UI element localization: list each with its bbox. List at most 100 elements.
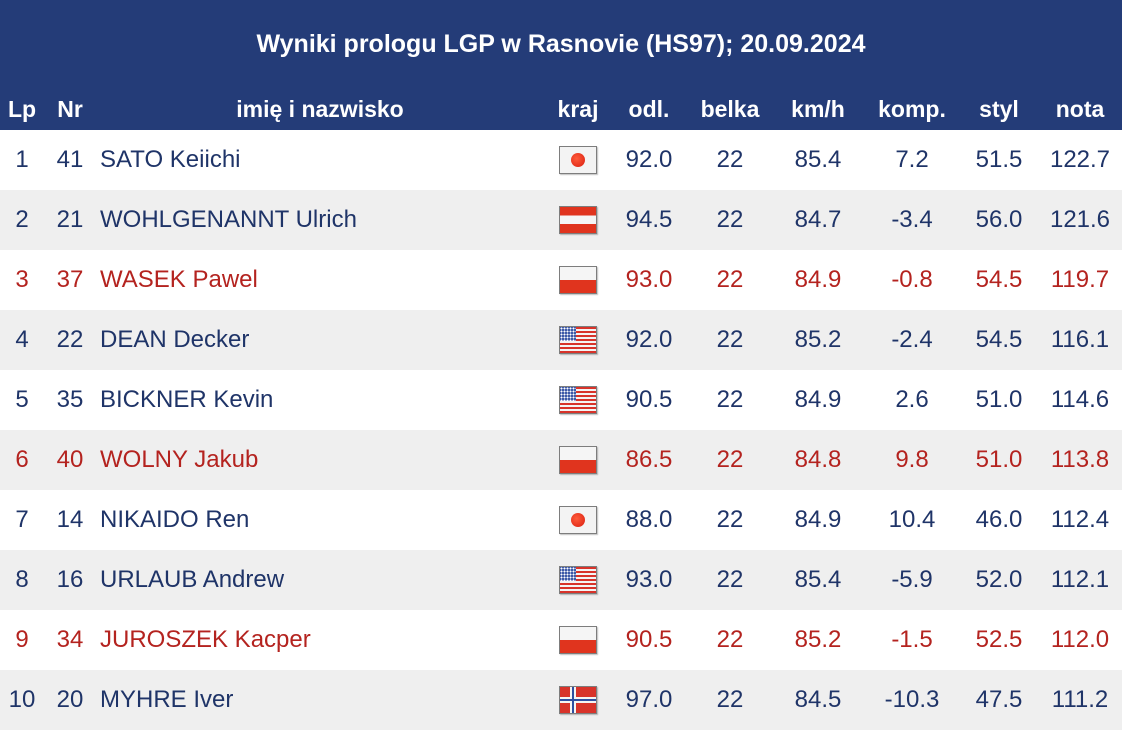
cell-odl: 90.5 bbox=[625, 386, 673, 413]
cell-kraj bbox=[548, 190, 608, 250]
cell-odl: 88.0 bbox=[625, 506, 673, 533]
cell-nota: 121.6 bbox=[1049, 206, 1111, 233]
col-header-lp: Lp bbox=[7, 95, 37, 122]
cell-nota: 112.4 bbox=[1050, 506, 1110, 533]
cell-name: WOHLGENANNT Ulrich bbox=[100, 206, 357, 233]
cell-kmh: 84.9 bbox=[794, 506, 842, 533]
cell-nota: 113.8 bbox=[1050, 446, 1110, 473]
table-row: 5 35 BICKNER Kevin 90.5 22 84.9 2.6 51.0 114.6 bbox=[0, 370, 1122, 430]
jpn-flag-icon bbox=[559, 146, 597, 174]
cell-kraj bbox=[548, 490, 608, 550]
cell-odl: 86.5 bbox=[625, 446, 673, 473]
table-row: 8 16 URLAUB Andrew 93.0 22 85.4 -5.9 52.0 112.1 bbox=[0, 550, 1122, 610]
cell-lp: 7 bbox=[15, 506, 29, 533]
table-header: Lp Nr imię i nazwisko kraj odl. belka km… bbox=[0, 88, 1122, 130]
cell-komp: 2.6 bbox=[895, 386, 929, 413]
cell-odl: 93.0 bbox=[625, 566, 673, 593]
cell-name: SATO Keiichi bbox=[100, 146, 241, 173]
cell-nr: 34 bbox=[56, 626, 84, 653]
cell-kraj bbox=[548, 250, 608, 310]
cell-komp: -1.5 bbox=[891, 626, 933, 653]
table-row: 6 40 WOLNY Jakub 86.5 22 84.8 9.8 51.0 113.8 bbox=[0, 430, 1122, 490]
cell-styl: 51.0 bbox=[975, 386, 1023, 413]
pol-flag-icon bbox=[559, 446, 597, 474]
cell-kraj bbox=[548, 430, 608, 490]
cell-kraj bbox=[548, 610, 608, 670]
cell-komp: -2.4 bbox=[891, 326, 933, 353]
cell-nr: 20 bbox=[56, 686, 84, 713]
table-row: 7 14 NIKAIDO Ren 88.0 22 84.9 10.4 46.0 112.4 bbox=[0, 490, 1122, 550]
cell-kraj bbox=[548, 310, 608, 370]
cell-lp: 2 bbox=[15, 206, 29, 233]
cell-nota: 111.2 bbox=[1051, 686, 1109, 713]
cell-komp: -0.8 bbox=[891, 266, 933, 293]
cell-styl: 46.0 bbox=[975, 506, 1023, 533]
cell-kraj bbox=[548, 370, 608, 430]
table-row: 1 41 SATO Keiichi 92.0 22 85.4 7.2 51.5 122.7 bbox=[0, 130, 1122, 190]
col-header-nota: nota bbox=[1055, 95, 1105, 122]
table-row: 10 20 MYHRE Iver 97.0 22 84.5 -10.3 47.5 111.2 bbox=[0, 670, 1122, 730]
table-row: 4 22 DEAN Decker 92.0 22 85.2 -2.4 54.5 116.1 bbox=[0, 310, 1122, 370]
cell-name: JUROSZEK Kacper bbox=[100, 626, 311, 653]
cell-komp: -3.4 bbox=[891, 206, 933, 233]
cell-nota: 116.1 bbox=[1050, 326, 1110, 353]
col-header-kmh: km/h bbox=[791, 95, 845, 122]
cell-kmh: 85.2 bbox=[794, 626, 842, 653]
cell-lp: 6 bbox=[15, 446, 29, 473]
col-header-kraj: kraj bbox=[557, 95, 599, 122]
cell-lp: 8 bbox=[15, 566, 29, 593]
cell-kmh: 84.9 bbox=[794, 386, 842, 413]
cell-name: URLAUB Andrew bbox=[100, 566, 285, 593]
col-header-nr: Nr bbox=[57, 95, 83, 122]
cell-odl: 97.0 bbox=[625, 686, 673, 713]
cell-nr: 22 bbox=[56, 326, 84, 353]
cell-odl: 92.0 bbox=[625, 146, 673, 173]
cell-nota: 122.7 bbox=[1049, 146, 1111, 173]
cell-komp: 9.8 bbox=[895, 446, 929, 473]
nor-flag-icon bbox=[559, 686, 597, 714]
cell-komp: 10.4 bbox=[888, 506, 936, 533]
jpn-flag-icon bbox=[559, 506, 597, 534]
table-row: 3 37 WASEK Pawel 93.0 22 84.9 -0.8 54.5 119.7 bbox=[0, 250, 1122, 310]
cell-belka: 22 bbox=[716, 626, 744, 653]
col-header-odl: odl. bbox=[628, 95, 670, 122]
cell-kmh: 85.2 bbox=[794, 326, 842, 353]
cell-kmh: 84.8 bbox=[794, 446, 842, 473]
cell-kraj bbox=[548, 670, 608, 730]
cell-nr: 41 bbox=[56, 146, 84, 173]
cell-belka: 22 bbox=[716, 386, 744, 413]
cell-name: BICKNER Kevin bbox=[100, 386, 274, 413]
cell-belka: 22 bbox=[716, 686, 744, 713]
cell-nr: 35 bbox=[56, 386, 84, 413]
cell-styl: 54.5 bbox=[975, 266, 1023, 293]
cell-lp: 9 bbox=[15, 626, 29, 653]
usa-flag-icon bbox=[559, 326, 597, 354]
cell-kmh: 84.9 bbox=[794, 266, 842, 293]
cell-styl: 51.0 bbox=[975, 446, 1023, 473]
usa-flag-icon bbox=[559, 386, 597, 414]
cell-belka: 22 bbox=[716, 326, 744, 353]
col-header-komp: komp. bbox=[878, 95, 946, 122]
cell-lp: 4 bbox=[15, 326, 29, 353]
cell-komp: -10.3 bbox=[884, 686, 940, 713]
cell-name: MYHRE Iver bbox=[100, 686, 234, 713]
cell-odl: 93.0 bbox=[625, 266, 673, 293]
cell-odl: 94.5 bbox=[625, 206, 673, 233]
cell-nr: 40 bbox=[56, 446, 84, 473]
cell-styl: 51.5 bbox=[975, 146, 1023, 173]
results-title: Wyniki prologu LGP w Rasnovie (HS97); 20… bbox=[0, 0, 1122, 88]
cell-styl: 52.5 bbox=[975, 626, 1023, 653]
cell-nota: 114.6 bbox=[1050, 386, 1110, 413]
cell-nr: 16 bbox=[56, 566, 84, 593]
cell-kmh: 84.7 bbox=[794, 206, 842, 233]
col-header-styl: styl bbox=[979, 95, 1019, 122]
cell-komp: -5.9 bbox=[891, 566, 933, 593]
cell-nota: 112.0 bbox=[1050, 626, 1110, 653]
cell-belka: 22 bbox=[716, 146, 744, 173]
aut-flag-icon bbox=[559, 206, 597, 234]
cell-lp: 5 bbox=[15, 386, 29, 413]
cell-name: WASEK Pawel bbox=[100, 266, 258, 293]
table-row: 2 21 WOHLGENANNT Ulrich 94.5 22 84.7 -3.4 56.0 1… bbox=[0, 190, 1122, 250]
cell-name: DEAN Decker bbox=[100, 326, 250, 353]
cell-lp: 10 bbox=[8, 686, 36, 713]
